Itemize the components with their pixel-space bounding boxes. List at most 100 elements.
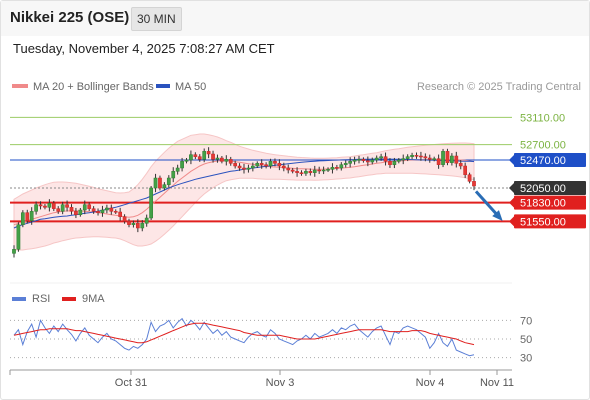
candle xyxy=(379,153,383,161)
candle xyxy=(51,200,56,212)
candle xyxy=(246,164,251,173)
candle-body xyxy=(317,169,322,172)
candle xyxy=(118,207,123,221)
candle-body xyxy=(202,151,207,160)
candle-body xyxy=(308,171,313,173)
candle-body xyxy=(65,204,69,208)
candle xyxy=(410,152,414,160)
level-label-pointer xyxy=(509,155,514,165)
candle xyxy=(365,156,370,167)
candle xyxy=(224,155,229,166)
candle-body xyxy=(352,159,357,162)
candle xyxy=(290,168,295,174)
candle xyxy=(441,148,445,168)
candle xyxy=(237,163,242,171)
candle xyxy=(197,154,202,162)
candle-body xyxy=(361,159,366,161)
level-label-pointer xyxy=(509,183,514,193)
candle xyxy=(162,182,167,191)
candle xyxy=(472,177,476,191)
candle xyxy=(414,152,419,159)
timeframe-button[interactable]: 30 MIN xyxy=(131,7,182,31)
candle xyxy=(171,167,176,183)
candle-body xyxy=(259,163,264,165)
candle xyxy=(43,204,47,210)
candle-body xyxy=(105,207,109,211)
legend-swatch-ma50 xyxy=(156,84,170,88)
candle xyxy=(312,165,317,177)
candle-body xyxy=(290,169,295,172)
candle xyxy=(211,150,215,163)
candle xyxy=(357,155,361,164)
candle-body xyxy=(166,177,171,185)
level-label: 51550.00 xyxy=(520,216,566,228)
legend-rsi-ma-label: 9MA xyxy=(82,293,105,305)
candle-body xyxy=(374,157,379,161)
candle xyxy=(16,222,21,252)
candle-body xyxy=(348,161,353,164)
instrument-title: Nikkei 225 (OSE) xyxy=(10,9,130,26)
candle xyxy=(105,204,109,214)
candle-body xyxy=(388,161,392,165)
candle-body xyxy=(56,208,61,212)
candle-body xyxy=(78,209,83,215)
candle-body xyxy=(20,212,25,225)
candle xyxy=(202,148,207,163)
candle xyxy=(383,152,388,166)
candle-body xyxy=(339,164,344,169)
candle-body xyxy=(220,157,224,162)
candle-body xyxy=(153,177,158,189)
level-label: 53110.00 xyxy=(520,112,565,124)
candle-body xyxy=(197,156,202,160)
candle xyxy=(60,201,65,215)
bollinger-band-area xyxy=(13,133,475,251)
level-label-box-support xyxy=(514,214,586,229)
level-label: 52470.00 xyxy=(520,155,566,167)
candle xyxy=(193,152,198,160)
candle xyxy=(149,186,153,220)
level-label-box-support xyxy=(514,195,586,210)
candle-body xyxy=(414,155,419,157)
candle-body xyxy=(405,156,410,159)
candle-body xyxy=(445,151,450,163)
candle xyxy=(361,157,366,163)
candle xyxy=(96,208,100,216)
candle xyxy=(454,151,459,168)
copyright-text: Research © 2025 Trading Central xyxy=(417,81,581,93)
candle-body xyxy=(343,163,348,165)
candle xyxy=(135,219,140,233)
candle-body xyxy=(215,157,220,160)
candle-body xyxy=(242,167,246,170)
candle-body xyxy=(299,172,304,174)
candle xyxy=(326,167,330,172)
legend-ma-bb-label: MA 20 + Bollinger Bands xyxy=(33,81,154,93)
candle xyxy=(228,156,233,166)
candle xyxy=(158,175,162,191)
candle-body xyxy=(281,165,286,169)
candle-body xyxy=(273,161,277,164)
candle-body xyxy=(237,165,242,169)
candle-body xyxy=(96,211,100,213)
candle-body xyxy=(109,207,114,212)
candle-body xyxy=(211,153,215,160)
level-label: 51830.00 xyxy=(520,198,566,210)
rsi-ma-line xyxy=(13,322,475,346)
candle-body xyxy=(175,167,180,172)
level-label-box-last xyxy=(514,181,586,195)
candle xyxy=(348,157,353,168)
candle-body xyxy=(304,171,308,174)
candle-body xyxy=(330,167,335,170)
candle xyxy=(264,162,268,169)
candle-body xyxy=(419,155,423,158)
candle xyxy=(295,167,299,177)
candle xyxy=(87,202,92,212)
level-label: 52700.00 xyxy=(520,140,566,152)
candle-body xyxy=(396,159,401,162)
candle xyxy=(38,201,43,210)
candle-body xyxy=(436,158,441,165)
timestamp: Tuesday, November 4, 2025 7:08:27 AM CET xyxy=(13,41,275,56)
candle-body xyxy=(16,224,21,250)
candle xyxy=(419,151,423,161)
rsi-tick-label: 50 xyxy=(520,334,532,346)
